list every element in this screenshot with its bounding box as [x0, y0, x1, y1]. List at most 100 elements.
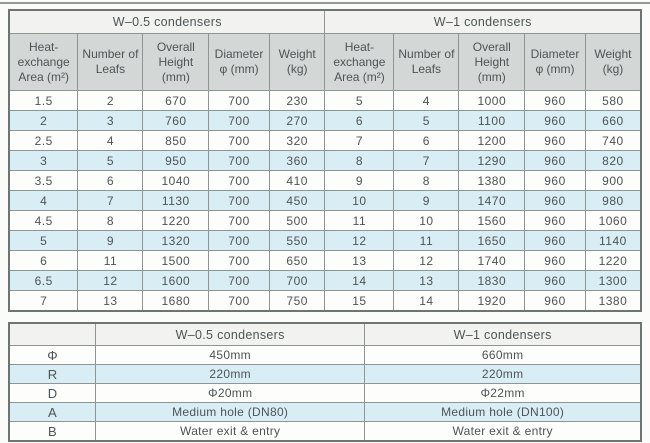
table-row: 3 5 950 700 360 8 7 1290 960 820 — [8, 150, 642, 171]
table-row: 6 11 1500 700 650 13 12 1740 960 1220 — [8, 250, 642, 271]
group-header: W–1 condensers — [324, 9, 642, 34]
data-cell: 1290 — [458, 150, 526, 171]
dimension-corner-cell — [8, 322, 97, 346]
data-cell: 220mm — [364, 364, 642, 384]
data-cell: 11 — [393, 230, 460, 251]
data-cell: Medium hole (DN100) — [364, 402, 642, 422]
data-cell: 1650 — [458, 230, 526, 251]
row-label: D — [8, 383, 97, 403]
data-cell: 1000 — [458, 90, 526, 111]
data-cell: 450mm — [95, 345, 366, 365]
data-cell: 700 — [268, 270, 326, 291]
row-label: Φ — [8, 345, 97, 365]
table-row: Φ 450mm 660mm — [8, 345, 642, 365]
data-cell: 750 — [268, 290, 326, 312]
data-cell: 700 — [208, 270, 270, 291]
data-cell: 8 — [324, 150, 395, 171]
data-cell: 3 — [77, 110, 144, 131]
data-cell: 5 — [393, 110, 460, 131]
data-cell: 740 — [584, 130, 642, 151]
group-header-row: W–0.5 condensers W–1 condensers — [8, 9, 642, 34]
data-cell: Water exit & entry — [95, 421, 366, 442]
data-cell: 1320 — [142, 230, 210, 251]
row-label: B — [8, 421, 97, 442]
data-cell: 9 — [393, 190, 460, 211]
data-cell: 1380 — [458, 170, 526, 191]
data-cell: 660mm — [364, 345, 642, 365]
data-cell: 9 — [77, 230, 144, 251]
data-cell: 220mm — [95, 364, 366, 384]
data-cell: 1500 — [142, 250, 210, 271]
table-row: A Medium hole (DN80) Medium hole (DN100) — [8, 402, 642, 422]
data-cell: 3 — [8, 150, 79, 171]
data-cell: 1060 — [584, 210, 642, 231]
data-cell: 7 — [8, 290, 79, 312]
data-cell: 2 — [8, 110, 79, 131]
data-cell: 15 — [324, 290, 395, 312]
table-row: 2 3 760 700 270 6 5 1100 960 660 — [8, 110, 642, 131]
data-cell: 450 — [268, 190, 326, 211]
data-cell: Medium hole (DN80) — [95, 402, 366, 422]
table-row: 5 9 1320 700 550 12 11 1650 960 1140 — [8, 230, 642, 251]
data-cell: 1600 — [142, 270, 210, 291]
data-cell: 760 — [142, 110, 210, 131]
data-cell: 960 — [524, 230, 586, 251]
data-cell: 1130 — [142, 190, 210, 211]
data-cell: 700 — [208, 190, 270, 211]
table-row: 1.5 2 670 700 230 5 4 1000 960 580 — [8, 90, 642, 111]
data-cell: 3.5 — [8, 170, 79, 191]
data-cell: 700 — [208, 130, 270, 151]
data-cell: 670 — [142, 90, 210, 111]
data-cell: 960 — [524, 190, 586, 211]
data-cell: 2 — [77, 90, 144, 111]
data-cell: 230 — [268, 90, 326, 111]
data-cell: 10 — [393, 210, 460, 231]
column-header-row: Heat-exchange Area (m²) Number of Leafs Ov… — [8, 33, 642, 91]
table-row: R 220mm 220mm — [8, 364, 642, 384]
data-cell: 6 — [324, 110, 395, 131]
data-cell: 7 — [77, 190, 144, 211]
data-cell: 850 — [142, 130, 210, 151]
data-cell: 700 — [208, 290, 270, 312]
spec-table-body: 1.5 2 670 700 230 5 4 1000 960 580 2 3 760 700 270 6 5 11… — [8, 90, 642, 312]
table-row: 7 13 1680 700 750 15 14 1920 960 1380 — [8, 290, 642, 312]
group-header: W–0.5 condensers — [8, 9, 326, 34]
data-cell: 11 — [324, 210, 395, 231]
data-cell: Φ20mm — [95, 383, 366, 403]
data-cell: 960 — [524, 110, 586, 131]
data-cell: 360 — [268, 150, 326, 171]
data-cell: 580 — [584, 90, 642, 111]
data-cell: 960 — [524, 170, 586, 191]
table-row: 6.5 12 1600 700 700 14 13 1830 960 1300 — [8, 270, 642, 291]
data-cell: 900 — [584, 170, 642, 191]
data-cell: 1830 — [458, 270, 526, 291]
data-cell: 1300 — [584, 270, 642, 291]
data-cell: 6 — [393, 130, 460, 151]
data-cell: 700 — [208, 230, 270, 251]
data-cell: 960 — [524, 250, 586, 271]
data-cell: 10 — [324, 190, 395, 211]
data-cell: Water exit & entry — [364, 421, 642, 442]
data-cell: 980 — [584, 190, 642, 211]
data-cell: 13 — [324, 250, 395, 271]
column-header: Weight (kg) — [584, 33, 642, 91]
group-header: W–1 condensers — [364, 322, 642, 346]
data-cell: 1040 — [142, 170, 210, 191]
data-cell: 1220 — [584, 250, 642, 271]
data-cell: 2.5 — [8, 130, 79, 151]
data-cell: 1.5 — [8, 90, 79, 111]
data-cell: 1220 — [142, 210, 210, 231]
data-cell: 9 — [324, 170, 395, 191]
data-cell: 7 — [393, 150, 460, 171]
data-cell: 1560 — [458, 210, 526, 231]
column-header: Diameter φ (mm) — [524, 33, 586, 91]
data-cell: 8 — [77, 210, 144, 231]
data-cell: 12 — [393, 250, 460, 271]
data-cell: 6 — [77, 170, 144, 191]
data-cell: 960 — [524, 130, 586, 151]
data-cell: 700 — [208, 250, 270, 271]
column-header: Heat-exchange Area (m²) — [8, 33, 79, 91]
data-cell: 13 — [393, 270, 460, 291]
data-cell: 12 — [324, 230, 395, 251]
data-cell: 4 — [393, 90, 460, 111]
